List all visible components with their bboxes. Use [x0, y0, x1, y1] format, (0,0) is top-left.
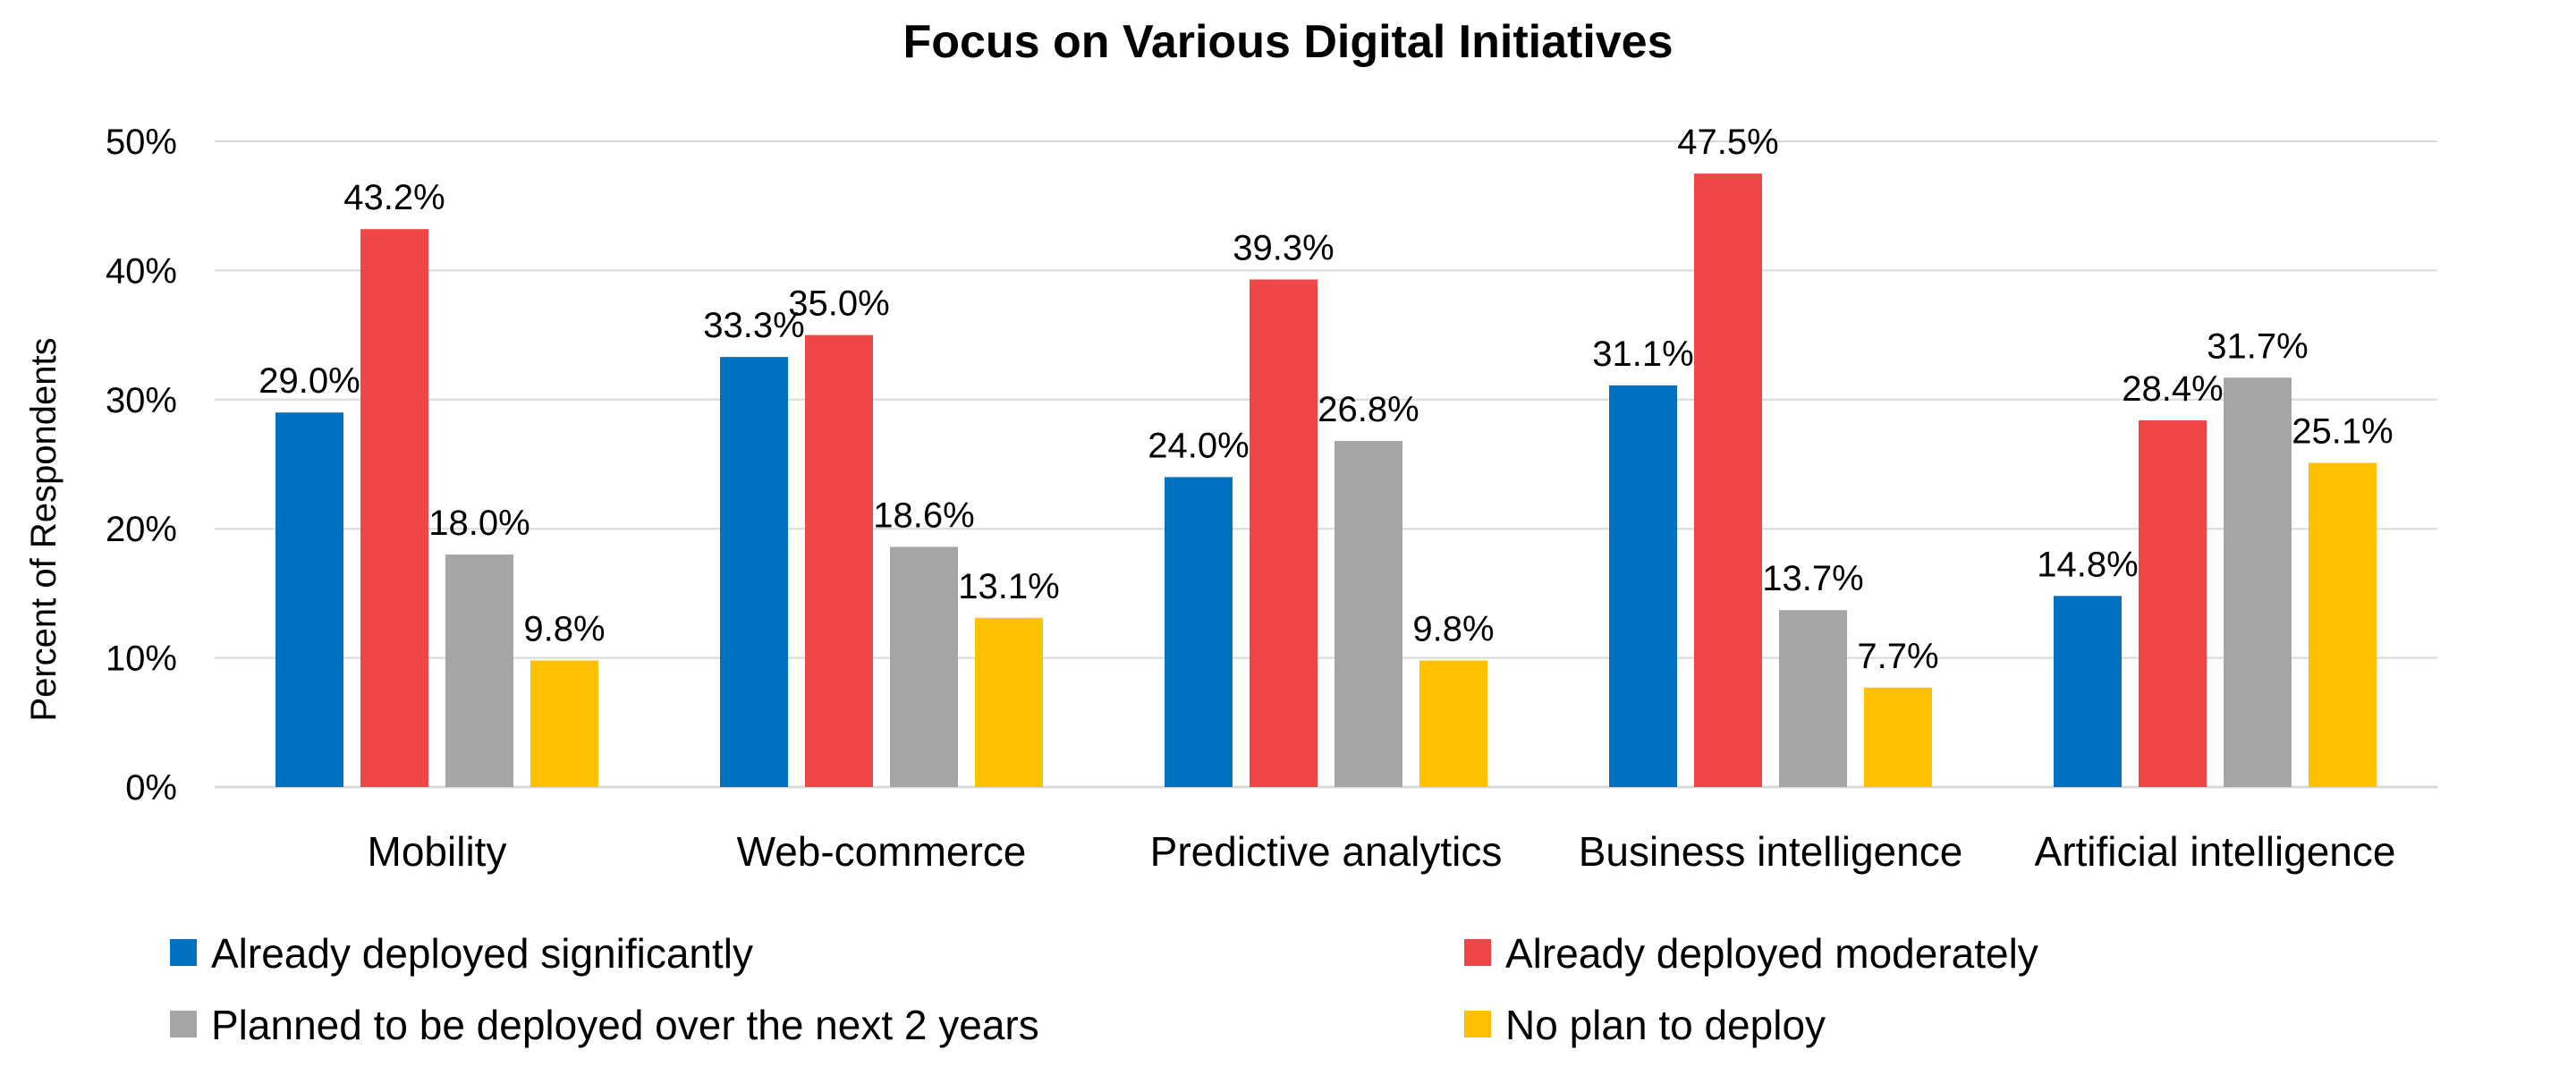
legend-label: No plan to deploy	[1505, 1002, 1826, 1048]
data-label: 18.6%	[873, 495, 974, 535]
data-label: 47.5%	[1677, 123, 1778, 162]
bar	[275, 412, 343, 787]
legend-swatch	[170, 939, 197, 966]
bars-group	[275, 174, 2377, 788]
bar	[360, 229, 428, 787]
data-label: 28.4%	[2122, 369, 2223, 409]
category-label: Mobility	[368, 828, 507, 875]
y-tick-label: 50%	[106, 123, 177, 162]
legend-label: Already deployed moderately	[1505, 930, 2038, 977]
y-tick-label: 40%	[106, 251, 177, 291]
bar	[890, 546, 958, 787]
y-axis-ticks: 0% 10% 20% 30% 40% 50%	[106, 123, 177, 808]
bar	[720, 357, 788, 787]
bar	[2139, 419, 2207, 787]
legend-swatch	[1464, 939, 1491, 966]
legend: Already deployed significantly Already de…	[170, 930, 2038, 1048]
data-label: 13.7%	[1762, 559, 1863, 598]
legend-label: Already deployed significantly	[211, 930, 753, 977]
data-label: 33.3%	[703, 306, 804, 345]
bar	[2224, 377, 2292, 787]
data-label: 9.8%	[523, 609, 605, 648]
category-label: Business intelligence	[1579, 828, 1963, 875]
data-label: 18.0%	[428, 504, 530, 543]
legend-swatch	[1464, 1011, 1491, 1037]
bar	[1864, 687, 1932, 787]
category-label: Artificial intelligence	[2035, 828, 2396, 875]
data-label: 7.7%	[1857, 637, 1938, 676]
y-tick-label: 10%	[106, 639, 177, 679]
legend-swatch	[170, 1011, 197, 1037]
bar	[1250, 279, 1318, 787]
data-label: 35.0%	[788, 284, 889, 324]
data-label: 24.0%	[1148, 426, 1249, 465]
bar	[2309, 462, 2377, 787]
data-labels-group: 29.0% 43.2% 18.0% 9.8% 33.3%35.0% 18.6% 13.1% 2…	[258, 123, 2393, 676]
category-label: Predictive analytics	[1150, 828, 1503, 875]
bar	[1694, 174, 1762, 788]
data-label: 39.3%	[1233, 229, 1334, 268]
chart-title: Focus on Various Digital Initiatives	[902, 16, 1673, 68]
bar	[1165, 477, 1233, 787]
data-label: 43.2%	[343, 178, 445, 217]
data-label: 29.0%	[258, 361, 360, 401]
legend-label: Planned to be deployed over the next 2 y…	[211, 1002, 1039, 1048]
bar	[975, 617, 1043, 787]
y-tick-label: 30%	[106, 381, 177, 420]
y-tick-label: 0%	[125, 768, 177, 808]
bar	[1335, 441, 1402, 787]
bar	[805, 334, 873, 787]
data-label: 31.1%	[1592, 334, 1693, 374]
data-label: 26.8%	[1318, 390, 1419, 429]
bar	[1609, 385, 1677, 787]
bar	[1419, 660, 1487, 787]
y-axis-label: Percent of Respondents	[24, 337, 64, 721]
category-labels-group: Mobility Web-commerce Predictive analytics…	[368, 828, 2396, 875]
data-label: 25.1%	[2292, 412, 2393, 452]
data-label: 9.8%	[1412, 609, 1494, 648]
bar	[2054, 596, 2122, 787]
category-label: Web-commerce	[737, 828, 1027, 875]
data-label: 31.7%	[2207, 326, 2308, 366]
data-label: 13.1%	[958, 567, 1059, 606]
data-label: 14.8%	[2037, 545, 2138, 584]
bar	[445, 555, 513, 787]
y-tick-label: 20%	[106, 510, 177, 549]
bar	[530, 660, 598, 787]
bar	[1779, 610, 1847, 787]
